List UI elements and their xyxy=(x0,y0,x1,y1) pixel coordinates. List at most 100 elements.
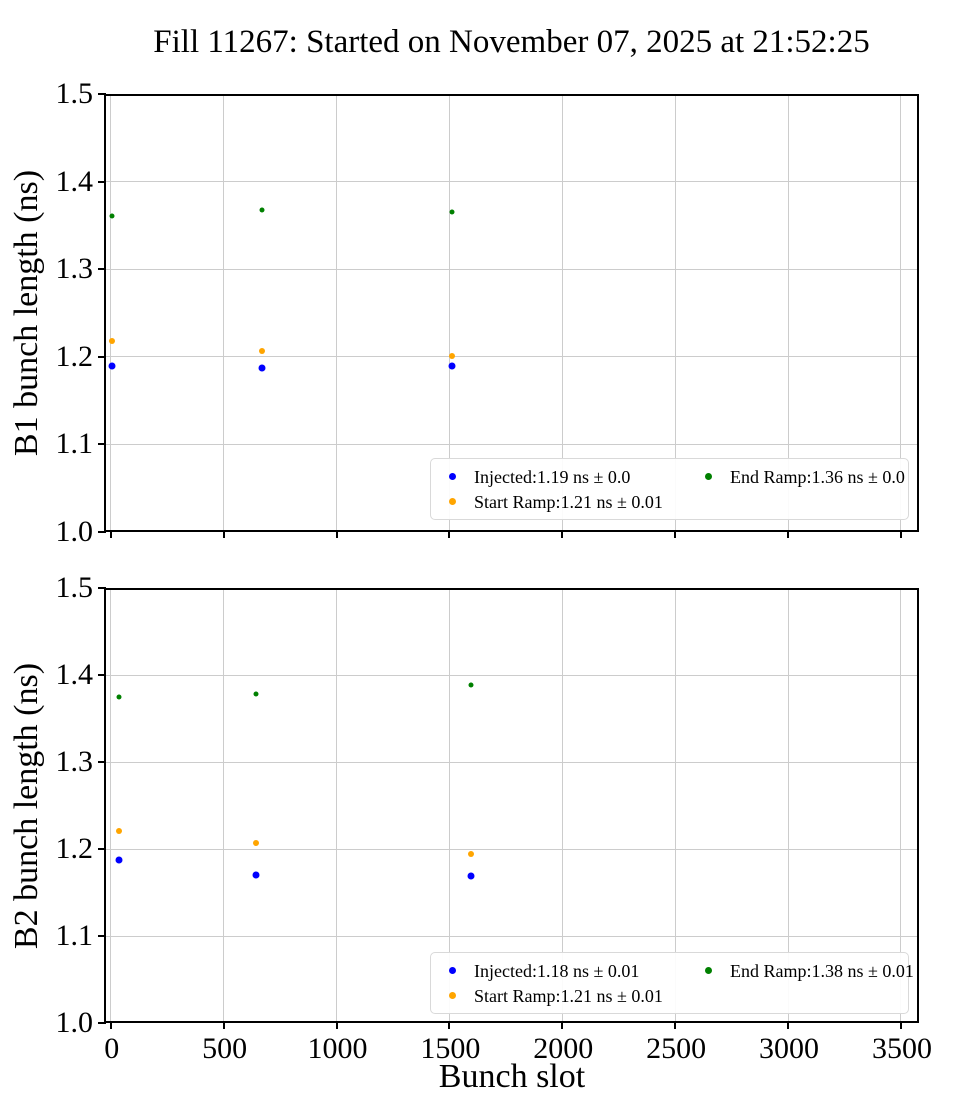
y-axis-label-b1: B1 bunch length (ns) xyxy=(8,169,45,457)
y-tick-label: 1.4 xyxy=(55,658,94,691)
legend-label: End Ramp:1.36 ns ± 0.0 xyxy=(730,466,905,487)
grid-line-vertical xyxy=(110,590,112,1021)
grid-line-horizontal xyxy=(106,356,917,358)
x-tick-mark xyxy=(448,530,451,538)
x-tick-label: 2500 xyxy=(646,1032,707,1065)
grid-line-vertical xyxy=(223,96,225,530)
grid-line-horizontal xyxy=(106,181,917,183)
grid-line-vertical xyxy=(110,96,112,530)
data-point-start-ramp xyxy=(115,827,122,834)
y-tick-label: 1.3 xyxy=(55,745,94,778)
y-tick-mark xyxy=(98,443,106,446)
data-point-injected xyxy=(115,856,123,864)
y-tick-mark xyxy=(98,355,106,358)
y-tick-mark xyxy=(98,93,106,95)
y-tick-mark xyxy=(98,848,106,850)
legend-marker-icon xyxy=(449,498,456,505)
x-tick-label: 500 xyxy=(202,1032,248,1065)
grid-line-horizontal xyxy=(106,935,917,937)
legend-marker-icon xyxy=(449,473,456,480)
grid-line-horizontal xyxy=(106,443,917,445)
legend-label: Start Ramp:1.21 ns ± 0.01 xyxy=(474,491,663,512)
grid-line-vertical xyxy=(336,96,338,530)
legend-entry-start-ramp: Start Ramp:1.21 ns ± 0.01 xyxy=(439,489,695,514)
x-tick-mark xyxy=(561,1021,564,1029)
x-tick-mark xyxy=(335,1021,338,1029)
grid-line-horizontal xyxy=(106,848,917,850)
x-tick-label: 0 xyxy=(104,1032,120,1065)
data-point-start-ramp xyxy=(253,839,260,846)
x-tick-mark xyxy=(109,530,112,538)
grid-line-vertical xyxy=(336,590,338,1021)
grid-line-vertical xyxy=(674,96,676,530)
y-tick-label: 1.4 xyxy=(55,164,94,198)
legend-marker-icon xyxy=(705,967,712,974)
grid-line-vertical xyxy=(787,590,789,1021)
grid-line-vertical xyxy=(787,96,789,530)
legend-marker-icon xyxy=(449,967,456,974)
x-tick-label: 1000 xyxy=(307,1032,368,1065)
plot-area-b2: Injected:1.18 ns ± 0.01 Start Ramp:1.21 n… xyxy=(98,587,919,1029)
data-point-start-ramp xyxy=(448,352,455,359)
grid-line-vertical xyxy=(223,590,225,1021)
y-tick-label: 1.0 xyxy=(55,515,94,548)
legend-entry-start-ramp: Start Ramp:1.21 ns ± 0.01 xyxy=(439,983,695,1008)
x-tick-mark xyxy=(899,1021,902,1029)
x-tick-mark xyxy=(561,530,564,538)
data-point-end-ramp xyxy=(468,682,474,688)
x-tick-mark xyxy=(222,530,225,538)
x-tick-label: 3500 xyxy=(871,1032,932,1065)
grid-line-vertical xyxy=(900,96,902,530)
grid-line-vertical xyxy=(448,96,450,530)
legend-label: Injected:1.19 ns ± 0.0 xyxy=(474,466,631,487)
data-point-end-ramp xyxy=(449,209,455,215)
y-tick-mark xyxy=(98,1022,106,1024)
x-axis-label: Bunch slot xyxy=(438,1058,586,1095)
data-point-injected xyxy=(448,362,456,370)
y-tick-label: 1.0 xyxy=(55,1006,94,1039)
data-point-end-ramp xyxy=(253,691,259,697)
legend-b1: Injected:1.19 ns ± 0.0 Start Ramp:1.21 ns… xyxy=(430,458,909,520)
data-point-end-ramp xyxy=(259,207,265,213)
data-point-injected xyxy=(467,872,475,880)
legend-label: Injected:1.18 ns ± 0.01 xyxy=(474,960,640,981)
legend-label: End Ramp:1.38 ns ± 0.01 xyxy=(730,960,914,981)
grid-line-vertical xyxy=(674,590,676,1021)
data-point-start-ramp xyxy=(259,347,266,354)
legend-entry-end-ramp: End Ramp:1.36 ns ± 0.0 xyxy=(695,464,908,489)
y-tick-label: 1.1 xyxy=(55,427,94,461)
y-tick-label: 1.2 xyxy=(55,339,94,373)
legend-marker-icon xyxy=(705,473,712,480)
x-tick-label: 1500 xyxy=(420,1032,481,1065)
x-tick-mark xyxy=(787,1021,790,1029)
y-tick-mark xyxy=(98,180,106,183)
data-point-start-ramp xyxy=(108,338,115,345)
y-tick-mark xyxy=(98,935,106,937)
data-point-injected xyxy=(258,364,266,372)
data-point-end-ramp xyxy=(109,213,115,219)
legend-marker-icon xyxy=(449,992,456,999)
x-tick-label: 2000 xyxy=(533,1032,594,1065)
grid-line-vertical xyxy=(448,590,450,1021)
grid-line-vertical xyxy=(900,590,902,1021)
x-tick-label: 3000 xyxy=(759,1032,820,1065)
y-tick-mark xyxy=(98,674,106,676)
grid-line-vertical xyxy=(561,590,563,1021)
x-tick-mark xyxy=(674,530,677,538)
x-tick-mark xyxy=(335,530,338,538)
y-tick-mark xyxy=(98,587,106,589)
data-point-start-ramp xyxy=(467,851,474,858)
legend-entry-injected: Injected:1.19 ns ± 0.0 xyxy=(439,464,695,489)
x-tick-mark xyxy=(674,1021,677,1029)
grid-line-horizontal xyxy=(106,761,917,763)
x-tick-mark xyxy=(899,530,902,538)
page-title: Fill 11267: Started on November 07, 2025… xyxy=(153,24,870,60)
grid-line-horizontal xyxy=(106,674,917,676)
data-point-end-ramp xyxy=(116,694,122,700)
grid-line-horizontal xyxy=(106,268,917,270)
y-tick-mark xyxy=(98,531,106,533)
y-tick-label: 1.1 xyxy=(55,919,94,952)
y-tick-mark xyxy=(98,761,106,763)
y-axis-label-b2: B2 bunch length (ns) xyxy=(8,662,45,950)
